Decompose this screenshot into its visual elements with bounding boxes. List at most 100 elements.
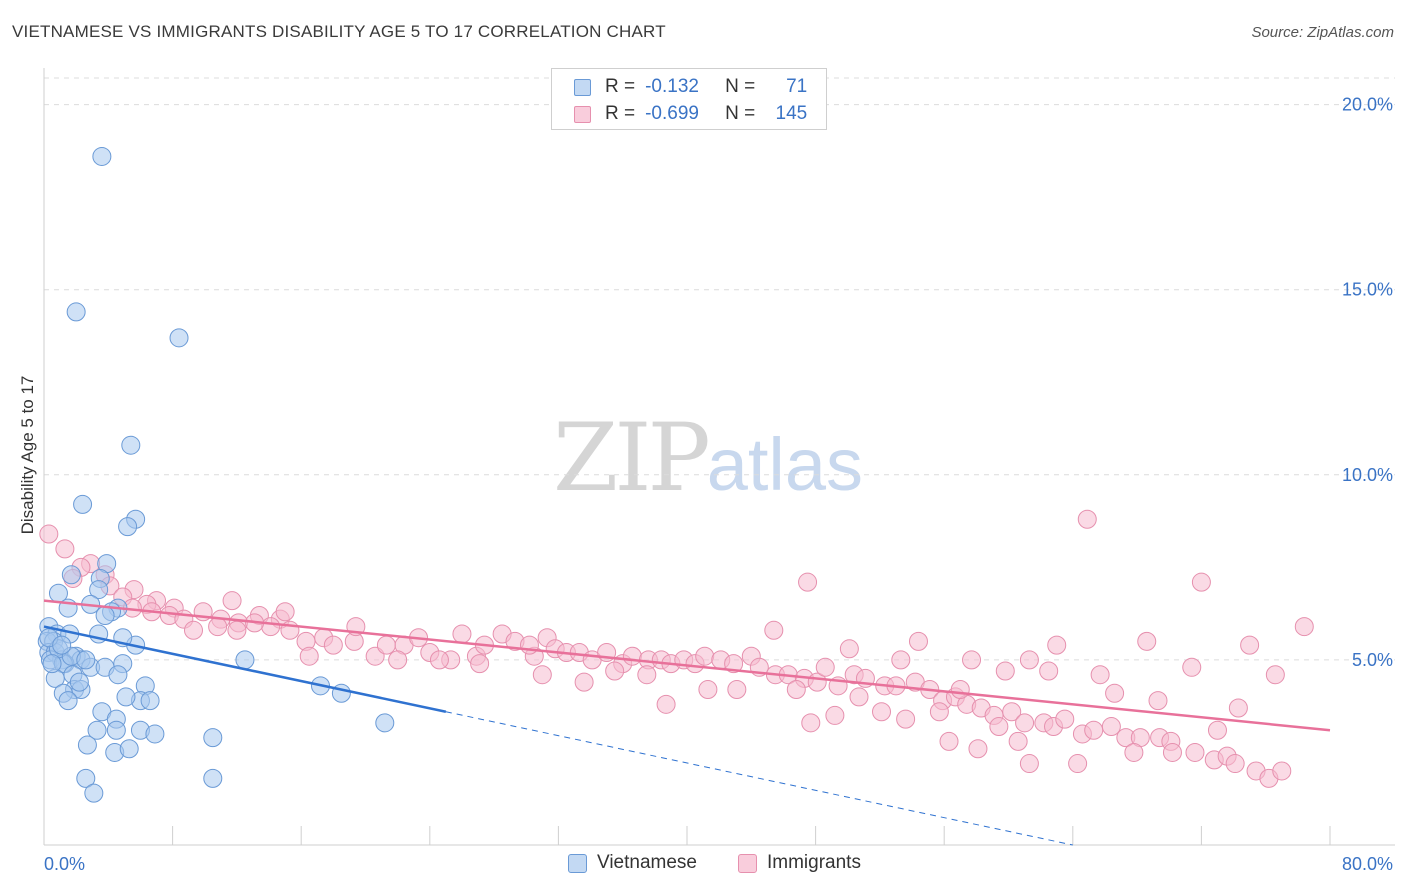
immigrants-point xyxy=(1047,635,1067,655)
immigrants-point xyxy=(1162,742,1182,762)
immigrants-point xyxy=(55,539,75,559)
vietnamese-point xyxy=(76,768,96,788)
y-tick-label: 10.0% xyxy=(1342,465,1393,485)
immigrants-point xyxy=(323,635,343,655)
vietnamese-point xyxy=(331,683,351,703)
immigrants-point xyxy=(950,680,970,700)
watermark-atlas: atlas xyxy=(706,423,864,506)
immigrants-trend-line xyxy=(43,599,1331,732)
immigrants-point xyxy=(764,620,784,640)
immigrants-point xyxy=(275,602,295,622)
immigrants-point xyxy=(1207,720,1227,740)
correlation-legend: R = -0.132 N = 71 R = -0.699 N = 145 xyxy=(551,68,827,130)
immigrants-point xyxy=(801,713,821,733)
vietnamese-point xyxy=(121,435,141,455)
vietnamese-point xyxy=(119,739,139,759)
vietnamese-point xyxy=(84,783,104,803)
r-value: -0.132 xyxy=(645,76,699,97)
immigrants-point xyxy=(1002,702,1022,722)
immigrants-point xyxy=(388,650,408,670)
immigrants-point xyxy=(1182,657,1202,677)
immigrants-point xyxy=(1294,617,1314,637)
immigrants-point xyxy=(1019,650,1039,670)
immigrants-point xyxy=(1228,698,1248,718)
immigrants-point xyxy=(1105,683,1125,703)
immigrants-point xyxy=(470,654,490,674)
immigrants-point xyxy=(1084,720,1104,740)
immigrants-point xyxy=(208,617,228,637)
immigrants-point xyxy=(724,654,744,674)
vietnamese-point xyxy=(203,728,223,748)
r-label: R = xyxy=(605,76,636,97)
legend-row-immigrants: R = -0.699 N = 145 xyxy=(574,102,807,126)
vietnamese-point xyxy=(203,768,223,788)
immigrants-point xyxy=(1137,631,1157,651)
immigrants-point xyxy=(1272,761,1292,781)
immigrants-point xyxy=(299,646,319,666)
vietnamese-point xyxy=(66,302,86,322)
immigrants-legend-label: Immigrants xyxy=(767,852,861,873)
immigrants-point xyxy=(908,631,928,651)
y-tick-label: 5.0% xyxy=(1352,650,1393,670)
r-value: -0.699 xyxy=(645,103,699,124)
vietnamese-point xyxy=(116,687,136,707)
immigrants-point xyxy=(1265,665,1285,685)
immigrants-point xyxy=(622,646,642,666)
immigrants-point xyxy=(1039,661,1059,681)
vietnamese-point xyxy=(69,672,89,692)
vietnamese-point xyxy=(92,146,112,166)
immigrants-point xyxy=(637,665,657,685)
y-tick-label: 20.0% xyxy=(1342,95,1393,115)
vietnamese-point xyxy=(106,720,126,740)
vietnamese-point xyxy=(58,691,78,711)
immigrants-point xyxy=(786,680,806,700)
immigrants-point xyxy=(727,680,747,700)
vietnamese-point xyxy=(61,565,81,585)
immigrants-point xyxy=(698,680,718,700)
x-tick-label-min: 0.0% xyxy=(44,854,85,874)
watermark: ZIPatlas xyxy=(553,404,863,513)
immigrants-point xyxy=(1124,742,1144,762)
immigrants-point xyxy=(1068,754,1088,774)
immigrants-point xyxy=(1015,713,1035,733)
r-label: R = xyxy=(605,103,636,124)
immigrants-point xyxy=(39,524,59,544)
immigrants-point xyxy=(1101,717,1121,737)
vietnamese-legend-swatch xyxy=(568,853,587,873)
immigrants-point xyxy=(1225,754,1245,774)
vietnamese-point xyxy=(73,494,93,514)
immigrants-point xyxy=(839,639,859,659)
y-tick-label: 15.0% xyxy=(1342,280,1393,300)
n-value: 145 xyxy=(775,103,808,124)
n-value: 71 xyxy=(786,76,808,97)
immigrants-point xyxy=(989,717,1009,737)
immigrants-point xyxy=(605,661,625,681)
immigrants-point xyxy=(1191,572,1211,592)
vietnamese-point xyxy=(169,328,189,348)
legend-item-immigrants[interactable]: Immigrants xyxy=(738,852,861,874)
immigrants-point xyxy=(1019,754,1039,774)
immigrants-point xyxy=(376,635,396,655)
immigrants-point xyxy=(1077,509,1097,529)
immigrants-point xyxy=(1240,635,1260,655)
n-label: N = xyxy=(725,76,756,97)
vietnamese-point xyxy=(76,650,96,670)
immigrants-point xyxy=(1055,709,1075,729)
immigrants-point xyxy=(227,620,247,640)
legend-item-vietnamese[interactable]: Vietnamese xyxy=(568,852,697,874)
vietnamese-swatch xyxy=(574,78,591,96)
immigrants-point xyxy=(968,739,988,759)
chart-title: VIETNAMESE VS IMMIGRANTS DISABILITY AGE … xyxy=(12,22,666,41)
watermark-zip: ZIP xyxy=(553,404,711,513)
immigrants-point xyxy=(1148,691,1168,711)
vietnamese-point xyxy=(108,665,128,685)
vietnamese-point xyxy=(145,724,165,744)
vietnamese-point xyxy=(77,735,97,755)
vietnamese-point xyxy=(118,517,138,537)
immigrants-point xyxy=(695,646,715,666)
vietnamese-trend-extension xyxy=(445,711,1073,846)
immigrants-point xyxy=(929,702,949,722)
immigrants-point xyxy=(849,687,869,707)
immigrants-point xyxy=(891,650,911,670)
immigrants-point xyxy=(896,709,916,729)
